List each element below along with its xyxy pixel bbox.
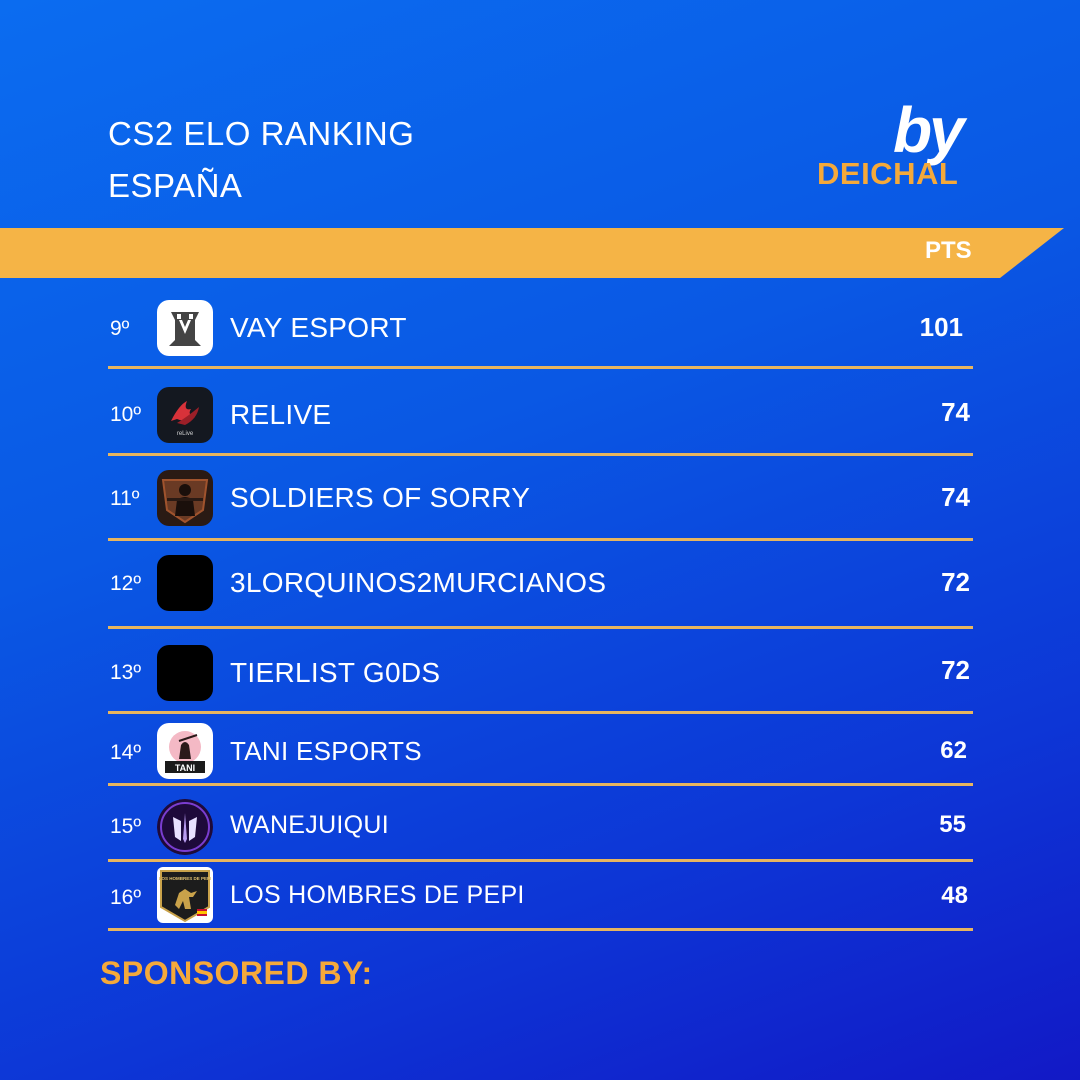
by-logo: by — [893, 94, 965, 166]
brand-name: DEICHAL — [817, 156, 959, 191]
pepi-logo-icon: LOS HOMBRES DE PEPI — [157, 867, 213, 923]
row-separator — [108, 859, 973, 862]
row-separator — [108, 626, 973, 629]
relive-logo-icon: reLive — [157, 387, 213, 443]
team-points: 74 — [941, 397, 970, 427]
tani-logo-icon: TANI — [157, 723, 213, 779]
blank-logo-icon — [157, 645, 213, 701]
rank-label: 14º — [110, 741, 142, 764]
team-points: 48 — [941, 882, 968, 909]
pts-header-label: PTS — [925, 237, 972, 264]
rank-label: 12º — [110, 572, 142, 595]
row-separator — [108, 711, 973, 714]
rank-label: 10º — [110, 403, 142, 426]
tani-logo-text: TANI — [175, 763, 195, 773]
soldiers-logo-icon — [157, 470, 213, 526]
team-name: SOLDIERS OF SORRY — [230, 482, 531, 513]
rank-label: 15º — [110, 815, 142, 838]
team-points: 72 — [941, 655, 970, 685]
rank-label: 13º — [110, 661, 142, 684]
team-points: 74 — [941, 482, 970, 512]
row-separator — [108, 783, 973, 786]
team-name: WANEJUIQUI — [230, 811, 390, 839]
vay-logo-icon — [157, 300, 213, 356]
blank-logo-icon — [157, 555, 213, 611]
team-points: 101 — [919, 312, 963, 342]
team-name: TIERLIST G0DS — [230, 657, 441, 688]
row-separator — [108, 538, 973, 541]
rank-label: 11º — [110, 487, 140, 510]
team-name: LOS HOMBRES DE PEPI — [230, 881, 525, 909]
row-separator — [108, 453, 973, 456]
team-name: TANI ESPORTS — [230, 736, 422, 766]
title-line-2: ESPAÑA — [108, 167, 243, 204]
wanejuiqui-logo-icon — [157, 799, 213, 855]
row-separator — [108, 928, 973, 931]
rank-label: 16º — [110, 886, 142, 909]
team-name: 3LORQUINOS2MURCIANOS — [230, 567, 607, 598]
pepi-logo-text: LOS HOMBRES DE PEPI — [159, 876, 212, 881]
team-name: RELIVE — [230, 399, 332, 430]
team-points: 72 — [941, 567, 970, 597]
team-name: VAY ESPORT — [230, 312, 407, 343]
sponsored-label: SPONSORED BY: — [100, 955, 373, 991]
team-points: 55 — [939, 811, 966, 838]
rank-label: 9º — [110, 317, 130, 340]
row-separator — [108, 366, 973, 369]
team-points: 62 — [940, 737, 967, 764]
pts-header-bar — [0, 228, 1064, 278]
relive-logo-text: reLive — [177, 431, 194, 437]
title-line-1: CS2 ELO RANKING — [108, 115, 415, 152]
ranking-title: CS2 ELO RANKING ESPAÑA — [108, 108, 414, 212]
